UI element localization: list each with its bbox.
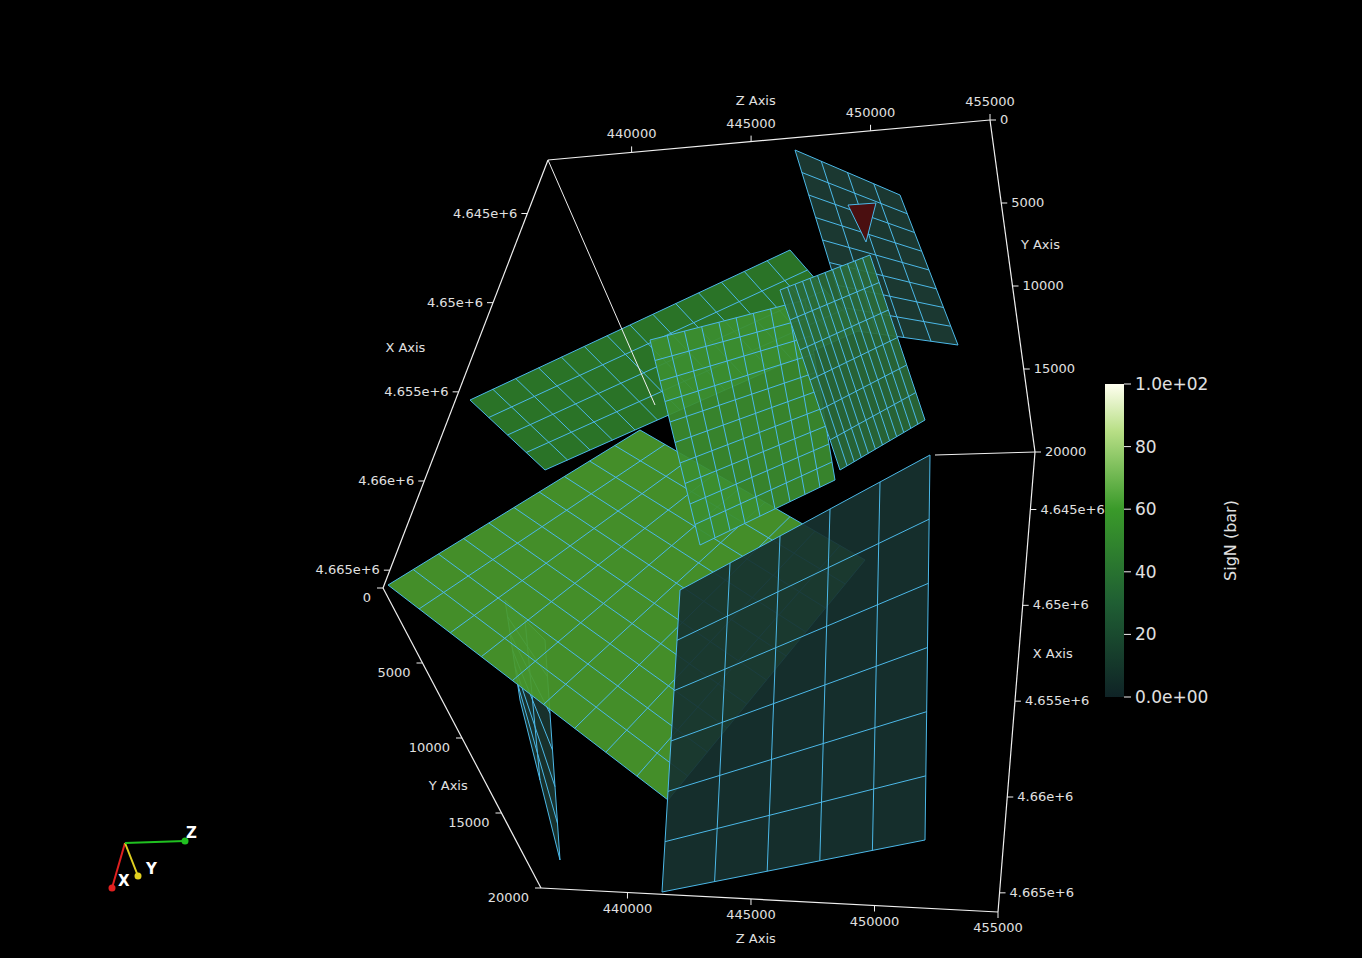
svg-text:440000: 440000 xyxy=(603,901,653,916)
svg-text:10000: 10000 xyxy=(409,740,450,755)
svg-text:4.65e+6: 4.65e+6 xyxy=(427,295,483,310)
svg-text:SigN (bar): SigN (bar) xyxy=(1221,500,1240,581)
svg-text:X: X xyxy=(118,872,130,890)
svg-text:450000: 450000 xyxy=(846,105,896,120)
svg-text:20000: 20000 xyxy=(1045,444,1086,459)
svg-text:440000: 440000 xyxy=(607,126,657,141)
svg-text:450000: 450000 xyxy=(850,914,900,929)
svg-text:4.65e+6: 4.65e+6 xyxy=(1033,597,1089,612)
svg-text:445000: 445000 xyxy=(726,907,776,922)
svg-text:4.655e+6: 4.655e+6 xyxy=(1025,693,1089,708)
svg-text:Y Axis: Y Axis xyxy=(428,778,468,793)
svg-text:Y Axis: Y Axis xyxy=(1020,237,1060,252)
svg-text:4.665e+6: 4.665e+6 xyxy=(1010,885,1074,900)
svg-text:60: 60 xyxy=(1135,499,1157,519)
svg-text:20: 20 xyxy=(1135,624,1157,644)
svg-text:445000: 445000 xyxy=(726,116,776,131)
svg-text:Z Axis: Z Axis xyxy=(736,931,776,946)
svg-text:0: 0 xyxy=(363,590,371,605)
svg-text:40: 40 xyxy=(1135,562,1157,582)
svg-text:X Axis: X Axis xyxy=(1033,646,1073,661)
svg-text:4.66e+6: 4.66e+6 xyxy=(1017,789,1073,804)
svg-text:20000: 20000 xyxy=(488,890,529,905)
svg-text:4.645e+6: 4.645e+6 xyxy=(1040,502,1104,517)
svg-text:Z: Z xyxy=(186,824,197,842)
svg-text:0: 0 xyxy=(1000,112,1008,127)
svg-text:4.655e+6: 4.655e+6 xyxy=(384,384,448,399)
svg-text:4.66e+6: 4.66e+6 xyxy=(358,473,414,488)
svg-text:455000: 455000 xyxy=(965,94,1015,109)
svg-text:0.0e+00: 0.0e+00 xyxy=(1135,687,1208,707)
svg-text:80: 80 xyxy=(1135,437,1157,457)
svg-text:Y: Y xyxy=(145,860,158,878)
svg-text:455000: 455000 xyxy=(973,920,1023,935)
svg-text:10000: 10000 xyxy=(1023,278,1064,293)
svg-text:Z Axis: Z Axis xyxy=(736,93,776,108)
svg-text:15000: 15000 xyxy=(1034,361,1075,376)
svg-text:15000: 15000 xyxy=(448,815,489,830)
svg-text:X Axis: X Axis xyxy=(385,340,425,355)
svg-text:4.645e+6: 4.645e+6 xyxy=(453,206,517,221)
svg-text:5000: 5000 xyxy=(377,665,410,680)
svg-text:4.665e+6: 4.665e+6 xyxy=(315,562,379,577)
svg-text:5000: 5000 xyxy=(1011,195,1044,210)
svg-text:1.0e+02: 1.0e+02 xyxy=(1135,374,1208,394)
